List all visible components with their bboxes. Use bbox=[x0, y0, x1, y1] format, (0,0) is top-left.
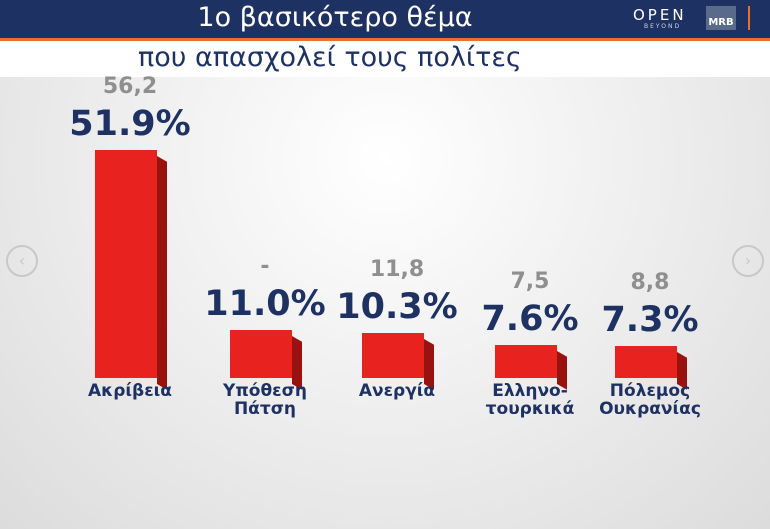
chart-subtitle: που απασχολεί τους πολίτες bbox=[138, 42, 522, 73]
category-label: Υπόθεση Πάτση bbox=[223, 381, 307, 419]
bar-group: 51.9% 56,2 Ακρίβεια bbox=[65, 0, 195, 529]
bar bbox=[362, 332, 424, 378]
category-label: Ακρίβεια bbox=[88, 381, 172, 401]
accent bbox=[748, 6, 750, 30]
category-label: Ανεργία bbox=[358, 381, 436, 401]
nav-next[interactable]: › bbox=[732, 245, 764, 277]
value-label: 11.0% bbox=[204, 283, 326, 324]
value-label: 51.9% bbox=[69, 104, 191, 144]
bar-group: 10.3% 11,8 Ανεργία bbox=[332, 0, 462, 529]
previous-value-label: - bbox=[260, 253, 270, 279]
header-bar bbox=[0, 0, 770, 41]
brand-tagline: BEYOND bbox=[644, 23, 682, 30]
brand-logo: OPEN bbox=[633, 6, 687, 24]
bar-group: 7.6% 7,5 Ελληνο- τουρκικά bbox=[465, 0, 595, 529]
bar-group: 11.0% - Υπόθεση Πάτση bbox=[200, 0, 330, 529]
bar bbox=[230, 329, 292, 378]
previous-value-label: 56,2 bbox=[102, 74, 158, 99]
category-label: Ελληνο- τουρκικά bbox=[485, 381, 575, 419]
value-label: 7.6% bbox=[481, 298, 579, 339]
bar bbox=[95, 150, 157, 378]
value-label: 10.3% bbox=[336, 286, 458, 327]
previous-value-label: 11,8 bbox=[369, 256, 425, 282]
bar bbox=[615, 345, 677, 378]
previous-value-label: 8,8 bbox=[630, 269, 670, 295]
subtitle-band bbox=[0, 41, 770, 77]
bar bbox=[495, 344, 557, 378]
chart-title: 1ο βασικότερο θέμα bbox=[197, 2, 473, 33]
pollster-logo: MRB bbox=[706, 6, 736, 30]
value-label: 7.3% bbox=[601, 299, 699, 340]
previous-value-label: 7,5 bbox=[510, 268, 550, 294]
category-label: Πόλεμος Ουκρανίας bbox=[599, 381, 701, 419]
nav-prev[interactable]: ‹ bbox=[6, 245, 38, 277]
bar-group: 7.3% 8,8 Πόλεμος Ουκρανίας bbox=[585, 0, 715, 529]
